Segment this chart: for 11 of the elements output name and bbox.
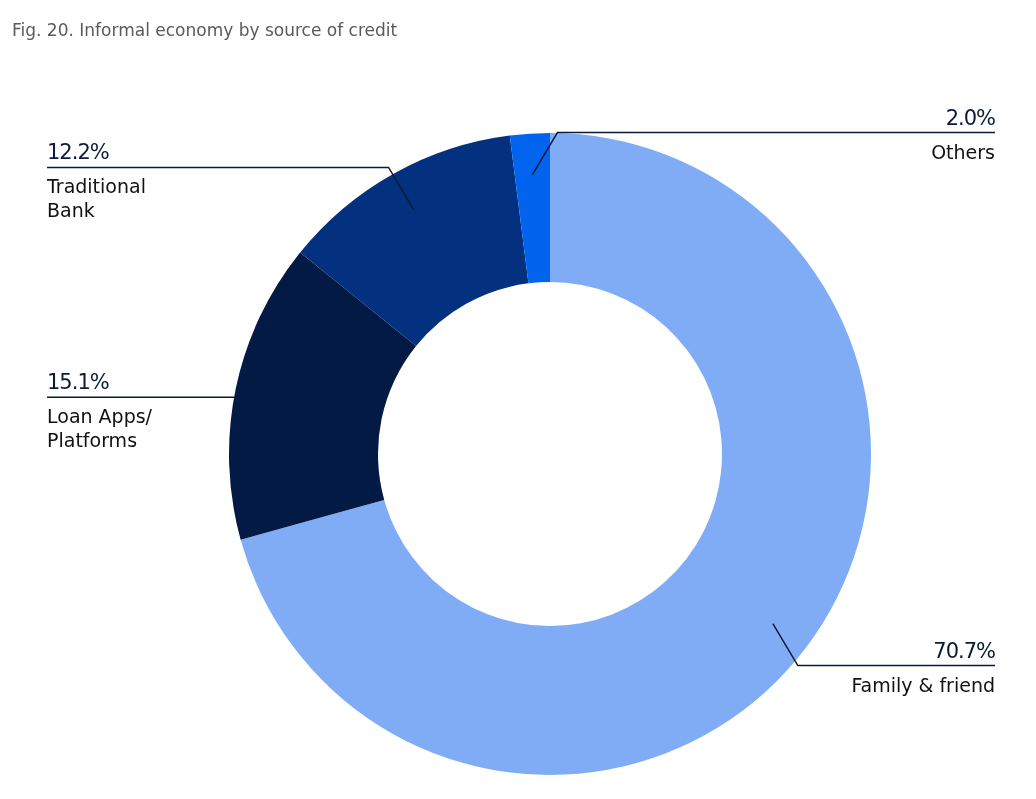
data-label: 12.2% [47,140,109,165]
data-label: 15.1% [47,370,109,395]
data-label: 2.0% [945,105,996,130]
slice-label: Traditional Bank [46,175,146,222]
slice-label: Family & friend [851,673,995,696]
slice-label: Others [931,140,995,163]
chart-title: Fig. 20. Informal economy by source of credit [12,20,398,40]
donut-slice [509,133,550,284]
slice-label: Loan Apps/ Platforms [47,405,153,452]
data-label: 70.7% [933,638,996,663]
donut-slice [300,135,529,347]
